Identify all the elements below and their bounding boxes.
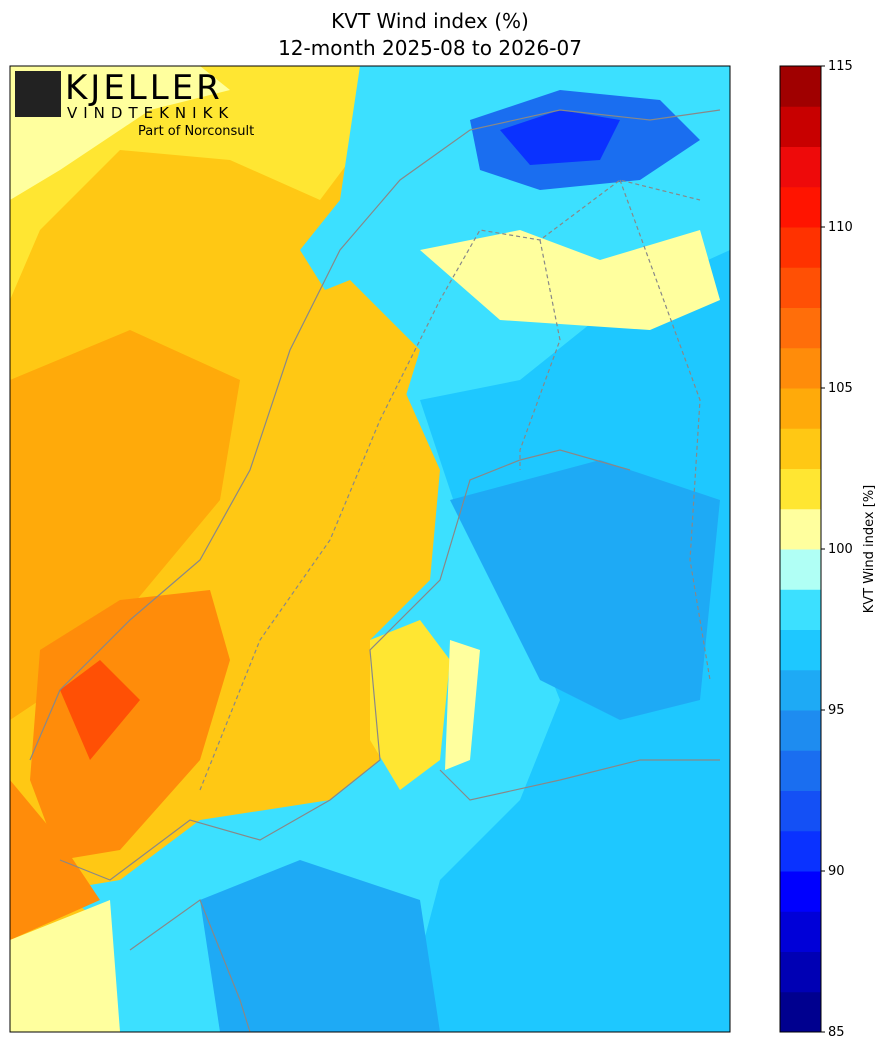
colorbar-band — [780, 347, 821, 389]
colorbar-band — [780, 951, 821, 993]
region — [260, 280, 420, 560]
colorbar-tick-label: 105 — [828, 381, 853, 396]
colorbar-tick-label: 85 — [828, 1025, 845, 1040]
colorbar-band — [780, 227, 821, 268]
border — [199, 179, 711, 791]
region — [10, 900, 120, 1032]
colorbar-band — [780, 871, 821, 912]
colorbar-band — [780, 508, 821, 550]
colorbar-band — [780, 750, 821, 791]
colorbar-label: KVT Wind index [%] — [862, 485, 877, 614]
region — [450, 460, 720, 720]
region — [60, 660, 140, 760]
colorbar-band — [780, 66, 821, 107]
region — [445, 640, 480, 770]
colorbar-tick-label: 100 — [828, 542, 853, 557]
colorbar-band — [780, 991, 821, 1033]
region — [370, 620, 450, 790]
colorbar-tick-label: 115 — [828, 59, 853, 74]
colorbar-tick-label: 90 — [828, 864, 845, 879]
colorbar-band — [780, 589, 821, 630]
colorbar-band — [780, 267, 821, 308]
colorbar-band — [780, 710, 821, 751]
colorbar-tick-label: 110 — [828, 220, 853, 235]
colorbar: 85 90 95 100 105 110 115 — [779, 59, 853, 1040]
region — [10, 66, 230, 200]
colorbar-band — [780, 911, 821, 952]
colorbar-band — [780, 428, 821, 469]
colorbar-tick-label: 95 — [828, 703, 845, 718]
colorbar-band — [780, 146, 821, 188]
region — [30, 590, 230, 860]
region — [420, 230, 720, 330]
logo-mark — [15, 71, 61, 117]
map-frame — [9, 65, 731, 1033]
map: KJELLER VINDTEKNIKK Part of Norconsult — [10, 66, 730, 1032]
title-line-2: 12-month 2025-08 to 2026-07 — [278, 36, 582, 60]
colorbar-band — [780, 830, 821, 872]
colorbar-band — [780, 629, 821, 671]
logo-tagline: Part of Norconsult — [138, 124, 254, 139]
colorbar-band — [780, 468, 821, 510]
logo-name: KJELLER — [65, 68, 223, 108]
region — [200, 860, 440, 1032]
colorbar-band — [780, 106, 821, 147]
colorbar-band — [780, 669, 821, 711]
colorbar-band — [780, 388, 821, 429]
coastline — [29, 109, 721, 1032]
title-line-1: KVT Wind index (%) — [331, 9, 529, 33]
region — [500, 110, 620, 165]
colorbar-band — [780, 549, 821, 590]
region — [10, 780, 100, 940]
colorbar-band — [780, 186, 821, 228]
region — [10, 330, 240, 720]
colorbar-band — [780, 307, 821, 349]
logo-subname: VINDTEKNIKK — [67, 104, 234, 122]
colorbar-band — [780, 790, 821, 832]
